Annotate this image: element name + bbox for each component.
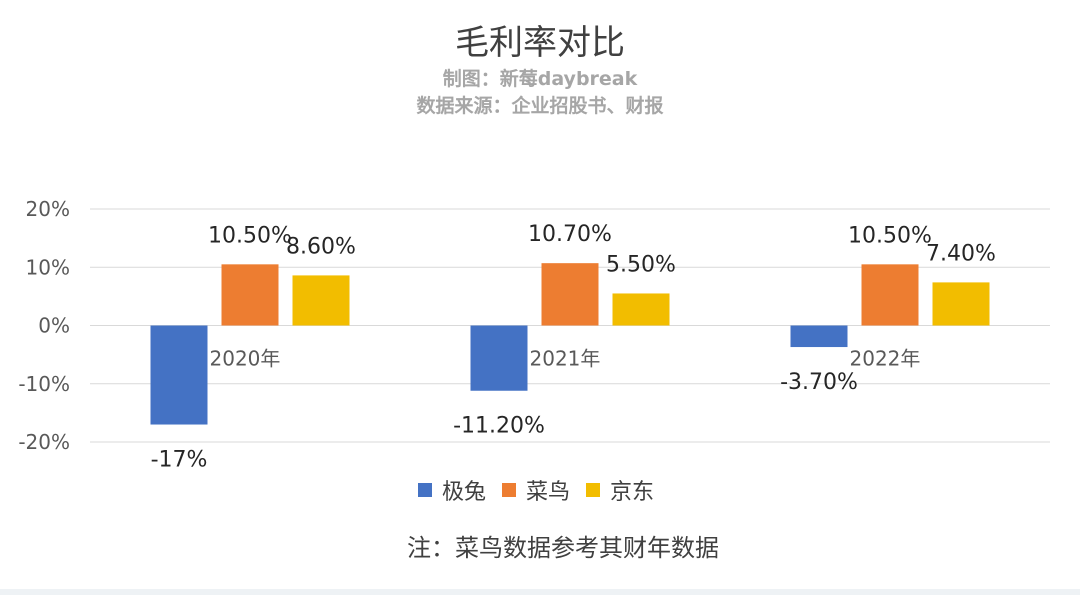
bar-极兔-2020年 xyxy=(150,325,208,425)
bar-菜鸟-2020年 xyxy=(221,264,279,326)
category-labels: 2020年 2021年 2022年 xyxy=(210,347,921,371)
chart-subtitle-source: 数据来源：企业招股书、财报 xyxy=(416,94,663,117)
legend-entry: 京东 xyxy=(610,480,654,505)
category-label: 2020年 xyxy=(210,347,281,371)
y-tick-label: 0% xyxy=(38,314,70,338)
legend-swatch xyxy=(418,483,432,497)
data-label: 7.40% xyxy=(926,241,996,266)
y-axis-ticks: 20% 10% 0% -10% -20% xyxy=(18,197,70,454)
data-label: -3.70% xyxy=(780,370,858,395)
legend-entry: 菜鸟 xyxy=(526,480,570,505)
category-label: 2021年 xyxy=(530,347,601,371)
data-label: 8.60% xyxy=(286,234,356,259)
legend: 极兔 菜鸟 京东 xyxy=(418,480,654,505)
bar-京东-2022年 xyxy=(932,282,990,326)
data-label: -11.20% xyxy=(453,414,545,439)
legend-entry: 极兔 xyxy=(442,480,486,505)
data-label: 10.50% xyxy=(848,223,932,248)
bottom-band xyxy=(0,589,1080,595)
bar-京东-2021年 xyxy=(612,293,670,326)
data-label: 10.50% xyxy=(208,223,292,248)
bar-菜鸟-2021年 xyxy=(541,263,599,326)
data-label: 10.70% xyxy=(528,222,612,247)
legend-swatch xyxy=(586,483,600,497)
bar-极兔-2021年 xyxy=(470,325,528,391)
bar-极兔-2022年 xyxy=(790,325,848,348)
bar-菜鸟-2022年 xyxy=(861,264,919,326)
chart-title: 毛利率对比 xyxy=(455,23,625,63)
y-tick-label: 10% xyxy=(26,255,70,279)
y-tick-label: -20% xyxy=(18,430,70,454)
chart-note: 注：菜鸟数据参考其财年数据 xyxy=(407,534,719,562)
y-tick-label: -10% xyxy=(18,372,70,396)
bar-京东-2020年 xyxy=(292,275,350,326)
data-label: -17% xyxy=(151,448,208,473)
category-label: 2022年 xyxy=(850,347,921,371)
data-labels: -17%10.50%8.60%-11.20%10.70%5.50%-3.70%1… xyxy=(151,222,996,472)
chart-subtitle-maker: 制图：新莓daybreak xyxy=(443,67,638,90)
legend-swatch xyxy=(502,483,516,497)
y-tick-label: 20% xyxy=(26,197,70,221)
data-label: 5.50% xyxy=(606,252,676,277)
bars-layer xyxy=(150,263,990,425)
